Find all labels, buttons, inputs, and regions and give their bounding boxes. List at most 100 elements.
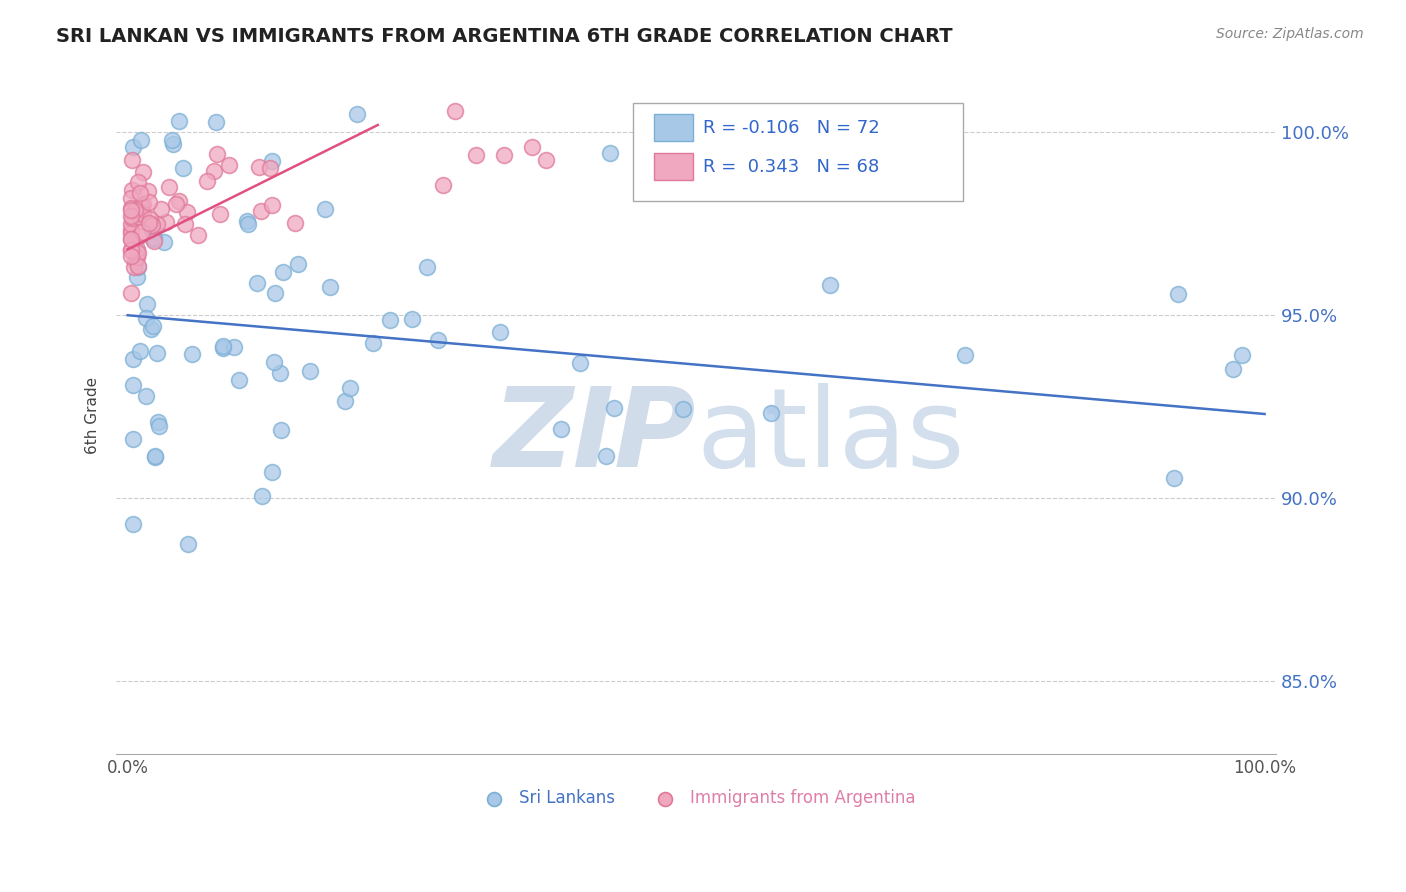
Point [264, 285, 287, 300]
Point [1230, 348, 1253, 362]
Point [492, 148, 515, 162]
Point [139, 211, 162, 226]
Point [224, 340, 246, 354]
Point [205, 146, 228, 161]
Point [174, 218, 197, 232]
Point [167, 194, 190, 208]
Point [135, 311, 157, 326]
Point [127, 259, 149, 273]
Point [127, 250, 149, 264]
Point [124, 253, 146, 268]
Point [146, 217, 169, 231]
Text: R =  0.343   N = 68: R = 0.343 N = 68 [703, 158, 879, 176]
Point [120, 201, 142, 215]
Point [818, 277, 841, 292]
Point [122, 516, 145, 531]
Point [120, 217, 142, 231]
Point [128, 186, 150, 200]
Point [120, 232, 142, 246]
Point [142, 234, 165, 248]
Point [346, 107, 368, 121]
Point [212, 339, 235, 353]
Point [132, 207, 155, 221]
Point [333, 393, 356, 408]
Point [131, 205, 153, 219]
Point [153, 235, 176, 249]
Point [120, 232, 142, 246]
Point [120, 209, 142, 223]
Point [162, 136, 184, 151]
Point [246, 276, 269, 290]
Point [129, 133, 152, 147]
Point [150, 202, 173, 217]
Point [142, 232, 165, 246]
Point [432, 178, 454, 193]
Point [146, 346, 169, 360]
Point [132, 164, 155, 178]
Point [378, 312, 401, 326]
Point [260, 153, 283, 168]
Point [250, 489, 273, 503]
Point [122, 432, 145, 446]
Point [595, 449, 617, 463]
Text: atlas: atlas [696, 383, 965, 490]
Point [314, 202, 336, 216]
Point [195, 174, 218, 188]
Point [205, 115, 228, 129]
Y-axis label: 6th Grade: 6th Grade [86, 377, 100, 454]
Point [1163, 471, 1185, 485]
Point [167, 113, 190, 128]
Point [284, 216, 307, 230]
Point [287, 257, 309, 271]
Point [120, 222, 142, 236]
Point [120, 226, 142, 240]
Point [250, 204, 273, 219]
Point [339, 381, 361, 395]
Point [122, 210, 145, 224]
Point [263, 354, 285, 368]
Point [269, 366, 291, 380]
Point [177, 536, 200, 550]
Point [181, 347, 204, 361]
Point [122, 377, 145, 392]
Point [143, 231, 166, 245]
Point [444, 103, 467, 118]
Point [124, 209, 146, 223]
Point [165, 196, 187, 211]
Point [121, 183, 143, 197]
Point [129, 211, 152, 225]
Point [127, 246, 149, 260]
Point [262, 198, 284, 212]
Point [488, 325, 510, 339]
Point [361, 336, 384, 351]
Point [953, 348, 976, 362]
Text: ZIP: ZIP [492, 383, 696, 490]
Point [569, 356, 592, 370]
Point [176, 205, 198, 219]
Point [127, 260, 149, 275]
Point [129, 344, 152, 359]
Point [142, 319, 165, 334]
Point [271, 265, 294, 279]
Point [148, 419, 170, 434]
Point [121, 211, 143, 226]
Point [124, 202, 146, 217]
Text: Source: ZipAtlas.com: Source: ZipAtlas.com [1216, 27, 1364, 41]
Point [125, 244, 148, 259]
Point [536, 153, 558, 167]
Point [136, 184, 159, 198]
Point [1167, 286, 1189, 301]
Point [122, 260, 145, 275]
Point [259, 161, 281, 175]
Point [520, 140, 543, 154]
Point [122, 351, 145, 366]
Point [135, 297, 157, 311]
Point [131, 225, 153, 239]
Point [127, 176, 149, 190]
Point [120, 243, 142, 257]
Point [602, 401, 624, 415]
Point [129, 199, 152, 213]
Point [759, 407, 782, 421]
Point [208, 206, 231, 220]
Text: R = -0.106   N = 72: R = -0.106 N = 72 [703, 119, 880, 136]
